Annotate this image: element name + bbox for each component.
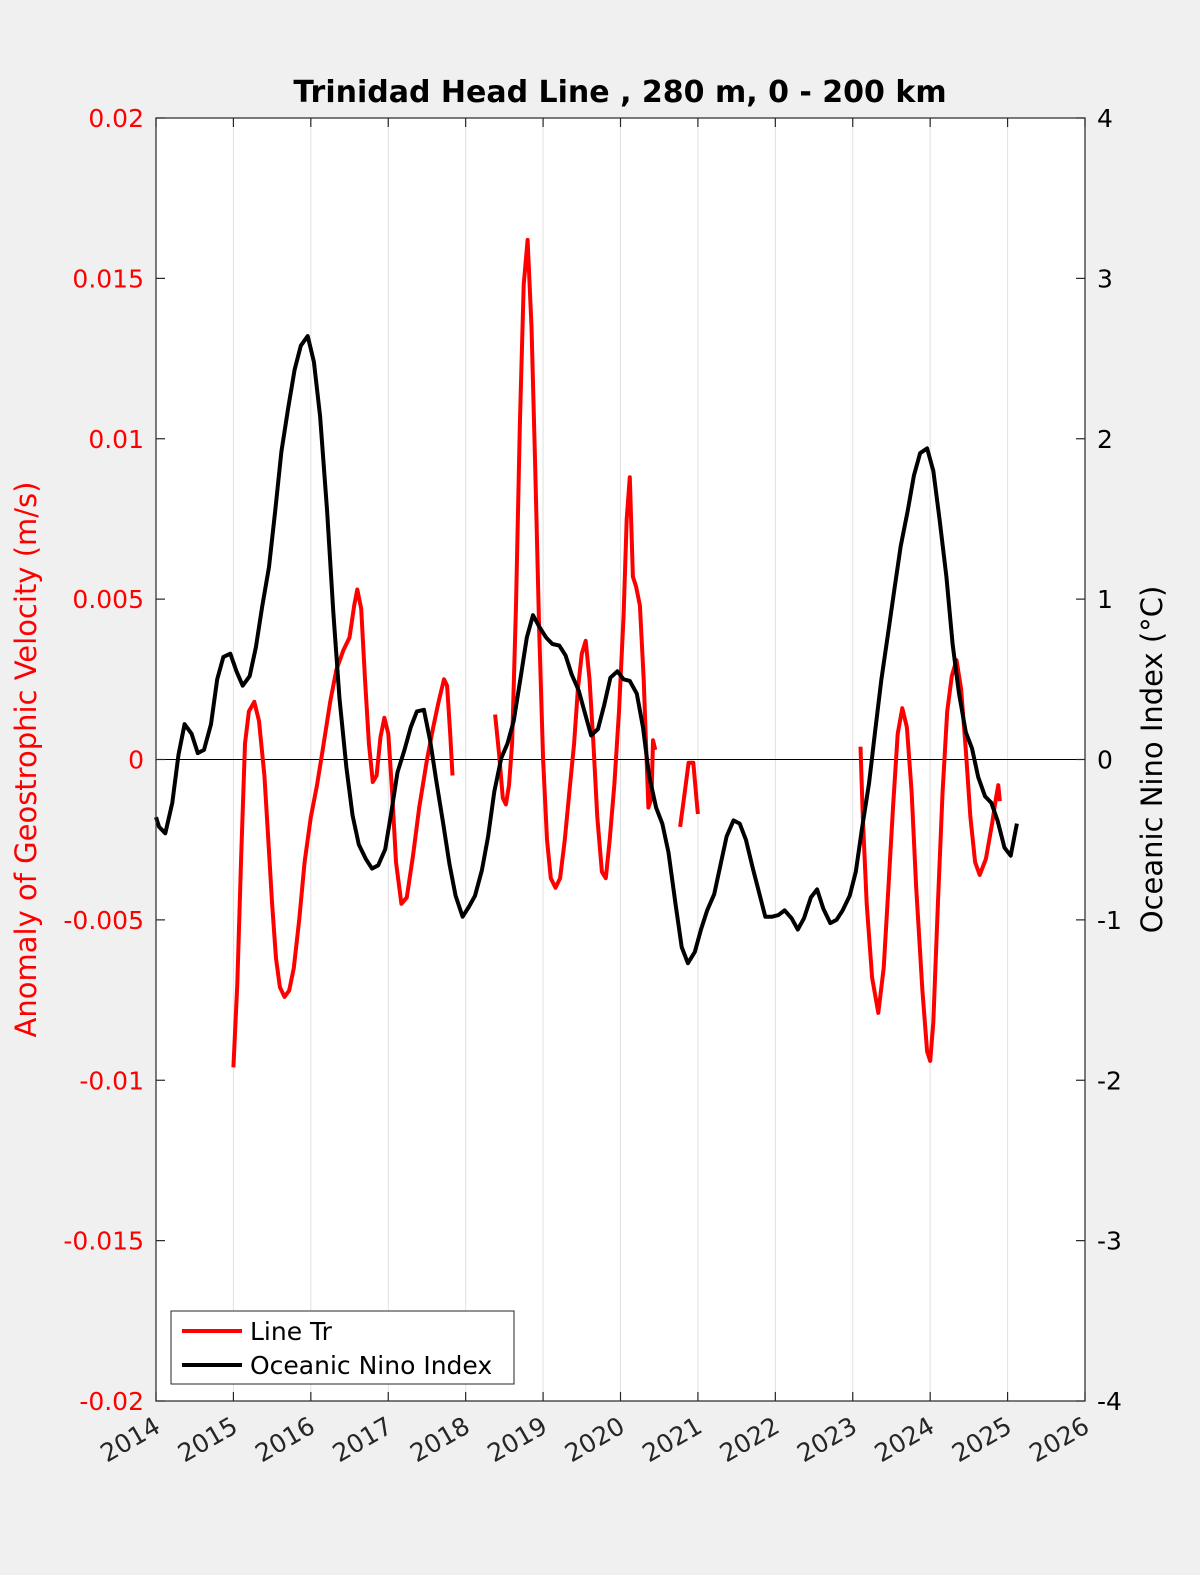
legend-box (170, 1310, 515, 1385)
y-left-tick-label: -0.005 (63, 906, 144, 935)
y-left-tick-label: 0.02 (88, 104, 144, 133)
y-right-tick-label: -4 (1097, 1387, 1122, 1416)
y-left-tick-label: 0.005 (72, 585, 144, 614)
y-axis-right: 4 3 2 1 0 -1 -2 -3 -4 (1076, 104, 1122, 1416)
y-right-tick-label: 4 (1097, 104, 1113, 133)
chart-title: Trinidad Head Line , 280 m, 0 - 200 km (293, 75, 946, 110)
legend-label-oni: Oceanic Nino Index (250, 1351, 492, 1380)
series-oceanic-nino-index (154, 334, 1019, 966)
y-left-tick-label: -0.015 (63, 1227, 144, 1256)
legend: Line Tr Oceanic Nino Index (170, 1310, 515, 1385)
y-right-tick-label: 3 (1097, 264, 1113, 293)
y-left-tick-label: -0.01 (79, 1066, 144, 1095)
series-line-tr (231, 587, 455, 1068)
series-line-tr (493, 237, 658, 890)
y-axis-left: 0.02 0.015 0.01 0.005 0 -0.005 -0.01 -0.015 -0.0… (63, 104, 165, 1416)
y-left-tick-label: 0.015 (72, 264, 144, 293)
y-left-tick-label: 0 (128, 746, 144, 775)
y-left-tick-label: -0.02 (79, 1387, 144, 1416)
y-right-tick-label: -1 (1097, 906, 1122, 935)
y-left-tick-label: 0.01 (88, 425, 144, 454)
y-right-tick-label: 2 (1097, 425, 1113, 454)
y-axis-left-label: Anomaly of Geostrophic Velocity (m/s) (9, 482, 43, 1038)
series-line-tr (678, 760, 700, 828)
y-right-tick-label: 0 (1097, 746, 1113, 775)
y-right-tick-label: -3 (1097, 1227, 1122, 1256)
series-line-tr (858, 658, 1002, 1063)
series-lines (154, 237, 1019, 1068)
y-right-tick-label: 1 (1097, 585, 1113, 614)
legend-label-line-tr: Line Tr (250, 1317, 333, 1346)
y-axis-right-label: Oceanic Nino Index (°C) (1135, 586, 1169, 934)
y-right-tick-label: -2 (1097, 1066, 1122, 1095)
